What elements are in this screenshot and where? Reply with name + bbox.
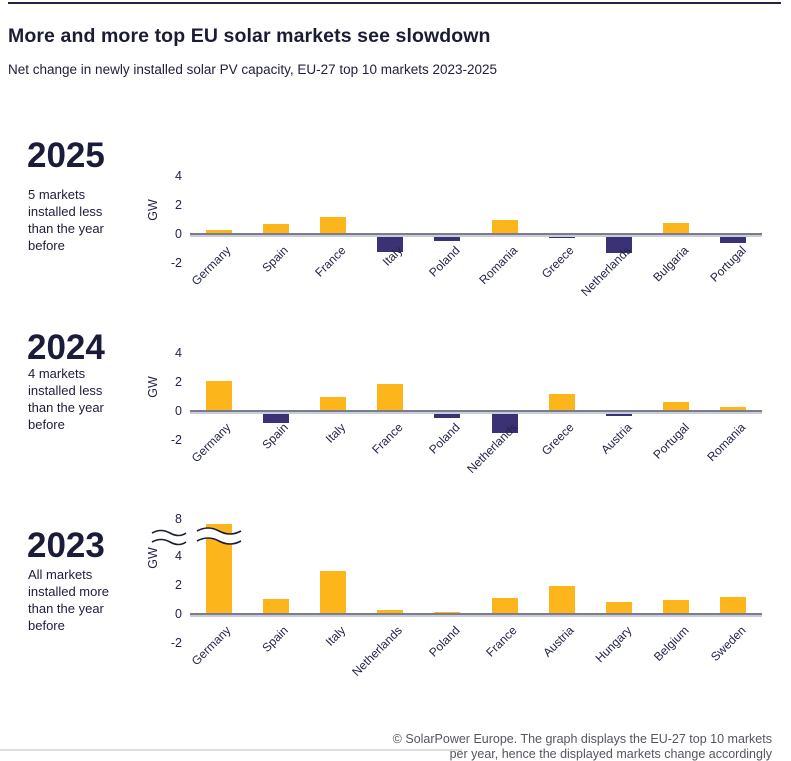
plot-2025 [190,165,762,265]
bar-sweden [720,597,747,614]
x-axis-line [190,613,762,615]
axis-break-mark [150,527,188,551]
year-heading-2023: 2023 [27,526,105,565]
y-tick-label: -2 [170,635,182,650]
bar-netherlands [606,234,632,253]
year-heading-2025: 2025 [27,136,105,175]
y-axis-label: GW [146,376,160,398]
x-axis-line [190,233,762,235]
y-tick-label: 4 [175,549,182,564]
x-axis-line [190,410,762,412]
bar-netherlands [377,610,404,614]
year-note-2023: All markets installed more than the year… [28,567,109,634]
bar-italy [320,397,346,411]
year-note-2024: 4 markets installed less than the year b… [28,366,104,433]
year-note-2025: 5 markets installed less than the year b… [28,187,104,254]
bar-romania [491,219,518,234]
bar-greece [548,394,575,411]
y-tick-label: -2 [170,255,182,270]
bar-belgium [663,600,690,614]
page-title: More and more top EU solar markets see s… [8,25,491,48]
bar-poland [434,611,461,614]
y-tick-label: 4 [175,169,182,184]
y-axis-label: GW [146,199,160,221]
y-tick-label: 2 [175,375,182,390]
footer-credit-line: © SolarPower Europe. The graph displays … [392,732,772,746]
bar-france [320,216,346,234]
y-tick-label: 4 [175,346,182,361]
y-tick-label: 0 [175,227,182,241]
y-tick-label: 8 [175,512,182,526]
y-tick-label: -2 [170,432,182,447]
bar-romania [720,407,747,411]
bar-spain [262,598,289,614]
year-heading-2024: 2024 [27,328,105,367]
bottom-edge-rule [0,749,462,751]
bar-france [377,383,404,411]
page-subtitle: Net change in newly installed solar PV c… [8,62,498,77]
bar-bulgaria [663,223,690,234]
bar-hungary [606,602,632,614]
bar-portugal [720,234,747,244]
bar-spain [262,411,289,423]
top-border-rule [8,2,781,4]
bar-portugal [663,402,690,411]
y-tick-label: 2 [175,578,182,593]
footer-credit-line-2: per year, hence the displayed markets ch… [449,747,772,761]
bar-italy [320,570,346,614]
bar-poland [434,411,461,419]
bar-germany [205,230,232,234]
bar-austria [606,411,632,417]
bar-austria [548,585,575,614]
bar-break-mark [195,524,243,550]
bar-italy [377,234,404,252]
bar-netherlands [491,411,518,433]
y-tick-label: 2 [175,198,182,213]
y-tick-label: 0 [175,404,182,418]
plot-2023 [190,510,762,650]
bar-greece [548,234,575,238]
plot-2024 [190,342,762,442]
bar-spain [262,223,289,234]
bar-france [491,598,518,614]
y-tick-label: 0 [175,607,182,621]
bar-poland [434,234,461,242]
bar-germany [205,380,232,411]
